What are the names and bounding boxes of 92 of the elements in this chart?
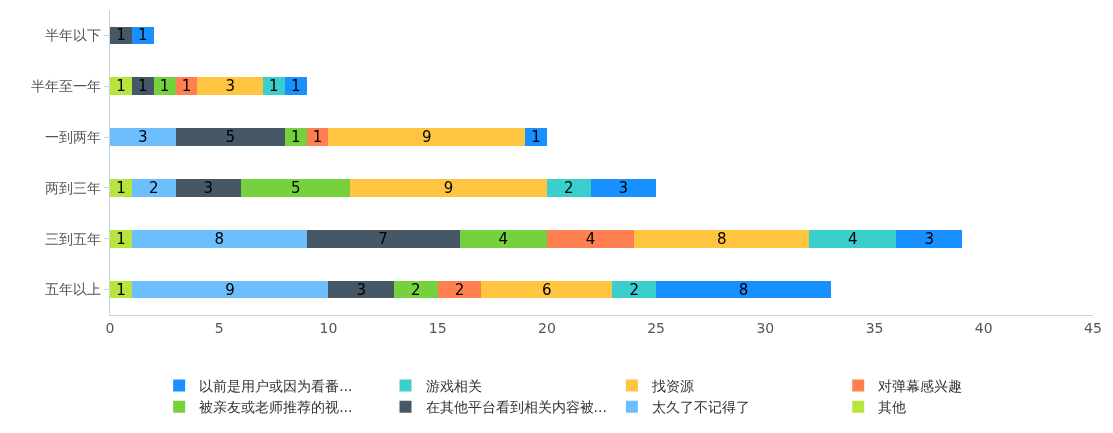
y-tick-label: 半年至一年 xyxy=(31,78,102,95)
data-label: 9 xyxy=(421,128,432,147)
data-label: 1 xyxy=(116,26,126,45)
x-tick-label: 20 xyxy=(537,319,556,336)
data-label: 1 xyxy=(290,77,301,96)
data-label: 8 xyxy=(738,280,749,299)
data-label: 1 xyxy=(137,77,148,96)
bar xyxy=(328,280,394,299)
data-label: 9 xyxy=(225,280,235,299)
bar xyxy=(131,280,329,299)
data-label: 3 xyxy=(356,280,366,299)
bar xyxy=(131,179,176,197)
y-tick-label: 五年以上 xyxy=(45,281,102,298)
legend-label: 被亲友或老师推荐的视... xyxy=(199,399,353,416)
data-label: 1 xyxy=(312,128,323,147)
bar xyxy=(197,77,263,96)
data-label: 8 xyxy=(214,229,224,248)
data-label: 2 xyxy=(411,280,421,299)
data-label: 4 xyxy=(847,229,858,248)
y-tick-label: 一到两年 xyxy=(45,128,102,145)
data-label: 1 xyxy=(531,128,541,147)
data-label: 3 xyxy=(137,128,148,147)
x-tick-label: 30 xyxy=(756,319,775,336)
bar xyxy=(546,229,635,248)
bar xyxy=(481,280,613,299)
data-label: 1 xyxy=(116,77,126,96)
bar xyxy=(131,229,307,248)
data-label: 3 xyxy=(203,178,214,197)
data-label: 1 xyxy=(290,128,301,147)
legend-label: 在其他平台看到相关内容被... xyxy=(425,399,607,416)
x-tick-label: 45 xyxy=(1084,319,1102,336)
legend-label: 太久了不记得了 xyxy=(651,399,750,416)
y-tick-label: 两到三年 xyxy=(45,179,102,196)
bar xyxy=(153,77,176,96)
data-label: 3 xyxy=(618,178,629,197)
x-tick-label: 15 xyxy=(428,319,447,336)
x-tick-label: 40 xyxy=(974,319,993,336)
bar xyxy=(896,229,962,248)
bar xyxy=(110,229,132,248)
bar xyxy=(590,179,657,197)
data-label: 1 xyxy=(137,26,148,45)
bar xyxy=(175,128,285,146)
data-label: 1 xyxy=(181,77,192,96)
data-label: 2 xyxy=(454,280,465,299)
data-label: 8 xyxy=(716,229,727,248)
data-label: 5 xyxy=(225,128,235,147)
bar xyxy=(110,77,132,96)
legend-label: 找资源 xyxy=(650,377,694,394)
legend-label: 对弹幕感兴趣 xyxy=(878,377,963,394)
bar xyxy=(175,179,242,197)
data-label: 5 xyxy=(290,178,301,197)
bar xyxy=(634,229,810,248)
data-label: 3 xyxy=(924,229,934,248)
data-label: 2 xyxy=(563,178,574,197)
data-label: 1 xyxy=(116,280,126,299)
bar xyxy=(241,179,351,197)
legend-label: 以前是用户或因为看番... xyxy=(199,377,353,394)
data-label: 1 xyxy=(116,178,126,197)
data-label: 4 xyxy=(498,229,508,248)
bar xyxy=(110,179,132,197)
data-label: 1 xyxy=(116,229,126,248)
data-label: 6 xyxy=(542,280,552,299)
bar xyxy=(131,77,154,96)
y-tick-label: 半年以下 xyxy=(45,27,102,44)
bar xyxy=(459,229,547,248)
data-label: 1 xyxy=(269,77,279,96)
legend-label: 游戏相关 xyxy=(425,377,482,394)
bar xyxy=(525,128,547,146)
bar xyxy=(306,229,460,248)
y-tick-label: 三到五年 xyxy=(45,230,102,247)
x-tick-label: 25 xyxy=(647,319,666,336)
data-label: 4 xyxy=(585,229,596,248)
bar xyxy=(809,229,897,248)
data-label: 3 xyxy=(225,77,235,96)
data-label: 2 xyxy=(148,178,159,197)
bar xyxy=(110,128,176,146)
data-label: 9 xyxy=(443,178,454,197)
data-label: 1 xyxy=(159,77,170,96)
bar xyxy=(284,128,307,146)
bar xyxy=(656,280,831,299)
x-tick-label: 0 xyxy=(105,319,115,336)
x-tick-label: 35 xyxy=(865,319,884,336)
data-label: 2 xyxy=(629,280,640,299)
data-label: 7 xyxy=(378,229,388,248)
bar xyxy=(546,179,591,197)
x-tick-label: 10 xyxy=(319,319,338,336)
bar xyxy=(350,179,547,197)
legend-label: 其他 xyxy=(878,399,907,416)
bar xyxy=(284,77,307,96)
x-tick-label: 5 xyxy=(214,319,224,336)
bar xyxy=(262,77,285,96)
bar xyxy=(328,128,526,146)
